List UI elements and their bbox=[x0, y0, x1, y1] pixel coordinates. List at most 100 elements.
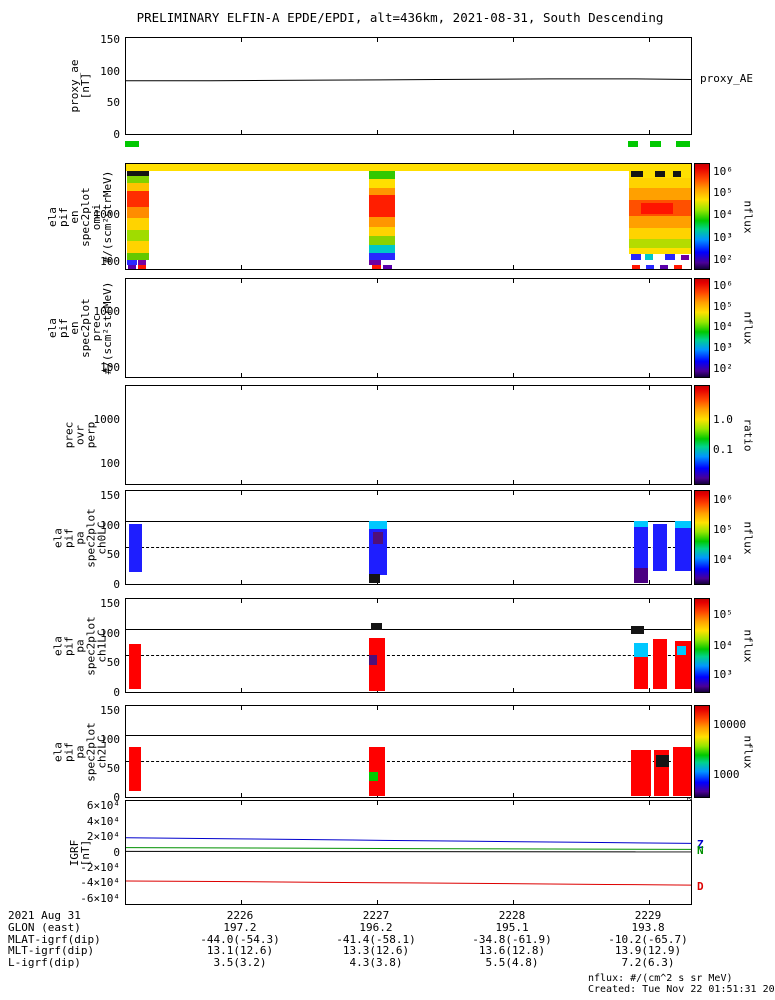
ephemeris-value: 197.2 bbox=[223, 921, 257, 934]
colorbar-en-prec bbox=[694, 278, 710, 378]
series-line bbox=[126, 848, 691, 850]
ephemeris-value: 13.6(12.8) bbox=[478, 944, 546, 957]
x-tick-mark bbox=[649, 900, 651, 904]
x-tick-mark bbox=[649, 386, 651, 390]
ephemeris-row: MLAT-igrf(dip) -44.0(-54.3) -41.4(-58.1) -3… bbox=[0, 933, 775, 946]
time-axis: 2021 Aug 31 2226 2227 2228 2229 bbox=[0, 909, 775, 922]
colorbar-prec-ovr-perp bbox=[694, 385, 710, 485]
y-tick-label: 50 bbox=[106, 656, 120, 670]
x-tick-mark bbox=[240, 130, 242, 134]
spectrogram-bin bbox=[127, 207, 149, 218]
y-tick-label: 0 bbox=[113, 686, 120, 699]
spectrogram-bin bbox=[646, 265, 654, 269]
y-tick-label: 0 bbox=[113, 578, 120, 591]
spectrogram-bin bbox=[631, 254, 641, 260]
ephemeris-value: 196.2 bbox=[359, 921, 393, 934]
series-lines-proxy-ae bbox=[126, 38, 691, 134]
colorbar-tick-label: 10³ bbox=[713, 230, 733, 244]
colorbar-tick-label: 10⁶ bbox=[713, 492, 733, 506]
colorbar-tick-label: 1.0 bbox=[713, 413, 733, 426]
x-tick-mark bbox=[649, 580, 651, 584]
y-tick-label: 4×10⁴ bbox=[86, 814, 120, 828]
x-tick-mark bbox=[376, 480, 378, 484]
panel-prec-ovr-perp: prec ovr perp 1000 100 1.0 0.1 ratio bbox=[0, 385, 775, 485]
spectrogram-bin bbox=[369, 574, 380, 583]
ephemeris-value: 4.3(3.8) bbox=[349, 955, 403, 969]
spectrogram-bin bbox=[660, 265, 668, 269]
plot-area-pa-ch1lc bbox=[125, 598, 692, 693]
spectrogram-bin bbox=[675, 521, 691, 528]
ephemeris-row-label: GLON (east) bbox=[8, 921, 81, 934]
spectrogram-bin bbox=[629, 188, 691, 200]
spectrogram-bin bbox=[673, 747, 691, 796]
x-tick-mark bbox=[649, 801, 651, 805]
x-tick-mark bbox=[376, 491, 378, 495]
panel-pa-ch1lc: ela pif pa spec2plot ch1LC 150 100 50 0 10⁵ 10⁴ 10³… bbox=[0, 597, 775, 698]
y-tick-label: 100 bbox=[100, 64, 120, 78]
spectrogram-bin bbox=[126, 164, 691, 171]
colorbar-tick-label: 10² bbox=[713, 362, 733, 375]
colorbar-tick-label: 10⁵ bbox=[713, 522, 733, 536]
spectrogram-bin bbox=[369, 227, 395, 236]
y-tick-label: 150 bbox=[100, 33, 120, 47]
panel-igrf: IGRF [nT] 6×10⁴ 4×10⁴ 2×10⁴ 0 -2×10⁴ -4×10⁴ -6×1… bbox=[0, 800, 775, 905]
ephemeris-value: 13.1(12.6) bbox=[206, 944, 274, 957]
ephemeris-value: 13.3(12.6) bbox=[342, 944, 410, 957]
series-lines-igrf bbox=[126, 801, 691, 904]
y-tick-label: 100 bbox=[100, 518, 120, 532]
spectrogram-bin bbox=[369, 217, 395, 227]
right-series-label: proxy_AE bbox=[700, 72, 753, 86]
x-tick-mark bbox=[376, 386, 378, 390]
y-tick-label: 1000 bbox=[93, 413, 121, 426]
ephemeris-row: MLT-igrf(dip) 13.1(12.6) 13.3(12.6) 13.6(12… bbox=[0, 944, 775, 957]
spectrogram-bin bbox=[127, 191, 149, 207]
y-tick-label: -2×10⁴ bbox=[80, 860, 120, 874]
spectrogram-bin bbox=[641, 203, 673, 214]
x-tick-mark bbox=[240, 265, 242, 269]
spectrogram-bin bbox=[369, 260, 381, 265]
spectrogram-bin bbox=[369, 253, 395, 260]
spectrogram-bin bbox=[127, 171, 149, 176]
spectrogram-bin bbox=[127, 218, 149, 230]
x-tick-mark bbox=[376, 599, 378, 603]
created-timestamp: Created: Tue Nov 22 01:51:31 2022 bbox=[588, 984, 775, 995]
colorbar-tick-label: 10⁵ bbox=[713, 608, 733, 622]
date-label: 2021 Aug 31 bbox=[8, 909, 81, 922]
spectrogram-bin bbox=[369, 171, 395, 179]
survey-segment bbox=[676, 141, 690, 147]
x-tick-mark bbox=[649, 130, 651, 134]
spectrogram-bin bbox=[634, 527, 648, 568]
spectrogram-bin bbox=[674, 265, 682, 269]
survey-segment bbox=[628, 141, 638, 147]
x-tick-mark bbox=[513, 386, 515, 390]
spectrogram-bin bbox=[665, 254, 675, 260]
colorbar-title: nflux bbox=[741, 520, 755, 555]
spectrogram-bin bbox=[369, 188, 395, 195]
x-tick-mark bbox=[513, 706, 515, 710]
x-tick-mark bbox=[240, 491, 242, 495]
spectrogram-bin bbox=[653, 524, 667, 571]
spectrogram-bin bbox=[677, 646, 686, 655]
spectrogram-bin bbox=[629, 248, 691, 254]
x-tick-mark bbox=[513, 38, 515, 42]
spectrogram-bin bbox=[634, 643, 648, 657]
spectrogram-bin bbox=[634, 657, 648, 689]
survey-segment bbox=[125, 141, 139, 147]
spectrogram-bin bbox=[655, 171, 665, 177]
ephemeris-value: 195.1 bbox=[495, 921, 529, 934]
ephemeris-value: 13.9(12.9) bbox=[614, 944, 682, 957]
spectrogram-bin bbox=[128, 265, 136, 269]
spectrogram-bin bbox=[127, 253, 149, 260]
y-tick-label: 1000 bbox=[93, 305, 121, 318]
footer-notes: nflux: #/(cm^2 s sr MeV) Created: Tue No… bbox=[588, 973, 775, 995]
fast-survey-bar bbox=[0, 141, 775, 147]
y-tick-label: 150 bbox=[100, 488, 120, 502]
colorbar-pa-ch0lc bbox=[694, 490, 710, 585]
y-tick-label: 100 bbox=[100, 254, 120, 268]
series-line bbox=[126, 79, 691, 81]
colorbar-tick-label: 10⁴ bbox=[713, 553, 733, 567]
x-tick-mark bbox=[649, 706, 651, 710]
x-tick-mark bbox=[240, 279, 242, 283]
x-tick-mark bbox=[649, 373, 651, 377]
spectrogram-bin bbox=[129, 524, 142, 572]
